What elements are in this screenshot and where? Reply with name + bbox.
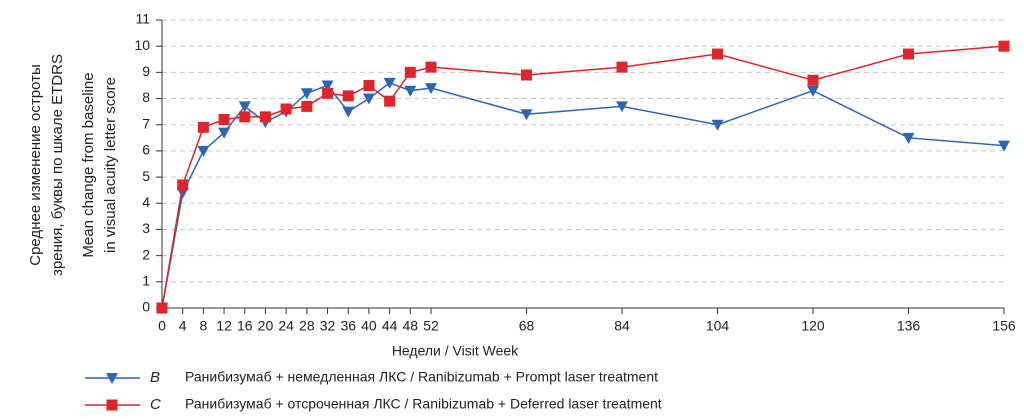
y-tick-label: 11 bbox=[135, 11, 150, 27]
data-point bbox=[616, 101, 628, 113]
x-tick-label: 8 bbox=[199, 318, 207, 334]
data-point bbox=[156, 302, 168, 314]
data-point bbox=[807, 74, 819, 86]
legend-label: Ранибизумаб + отсроченная ЛКС / Ranibizu… bbox=[185, 396, 662, 412]
data-point bbox=[342, 106, 355, 118]
y-tick-label: 3 bbox=[142, 220, 150, 236]
y-tick-label: 9 bbox=[142, 63, 150, 79]
data-point bbox=[711, 119, 724, 131]
x-tick-label: 52 bbox=[423, 318, 439, 334]
data-point bbox=[425, 83, 437, 95]
data-point bbox=[363, 79, 375, 91]
x-tick-label: 48 bbox=[403, 318, 419, 334]
y-tick-label: 7 bbox=[142, 115, 150, 131]
y-axis-label: in visual acuity letter score bbox=[102, 77, 119, 253]
x-tick-label: 104 bbox=[706, 318, 730, 334]
x-tick-label: 16 bbox=[237, 318, 253, 334]
x-tick-label: 36 bbox=[340, 318, 356, 334]
legend-marker bbox=[106, 373, 118, 384]
y-tick-label: 1 bbox=[142, 273, 150, 289]
data-point bbox=[176, 187, 189, 199]
legend-label: Ранибизумаб + немедленная ЛКС / Ranibizu… bbox=[185, 369, 658, 385]
data-point bbox=[218, 127, 231, 139]
data-point bbox=[998, 40, 1010, 52]
y-tick-label: 10 bbox=[134, 37, 150, 53]
data-point bbox=[362, 93, 375, 105]
data-point bbox=[404, 85, 417, 97]
data-point bbox=[197, 121, 209, 133]
legend-name: B bbox=[150, 369, 160, 386]
x-tick-label: 68 bbox=[519, 318, 535, 334]
data-point bbox=[321, 80, 334, 92]
series-line bbox=[161, 81, 1005, 309]
y-tick-label: 6 bbox=[142, 142, 150, 158]
x-tick-label: 44 bbox=[382, 318, 398, 334]
x-tick-label: 28 bbox=[299, 318, 315, 334]
data-point bbox=[425, 61, 437, 73]
data-point bbox=[301, 100, 313, 112]
data-point bbox=[300, 88, 313, 100]
data-point bbox=[383, 77, 396, 89]
x-tick-label: 4 bbox=[179, 318, 187, 334]
x-tick-label: 24 bbox=[278, 318, 294, 334]
data-point bbox=[384, 95, 396, 107]
data-point bbox=[520, 109, 533, 121]
y-tick-label: 2 bbox=[142, 246, 150, 262]
data-point bbox=[218, 113, 230, 125]
data-point bbox=[998, 140, 1010, 152]
data-point bbox=[404, 66, 416, 78]
y-axis-label: Среднее изменение остроты bbox=[27, 64, 44, 266]
y-axis-label: Mean change from baseline bbox=[80, 72, 97, 257]
legend-marker bbox=[106, 399, 118, 411]
y-tick-label: 0 bbox=[142, 299, 150, 315]
x-tick-label: 12 bbox=[216, 318, 232, 334]
x-tick-label: 156 bbox=[992, 318, 1016, 334]
data-point bbox=[322, 87, 334, 99]
data-point bbox=[342, 90, 354, 102]
y-tick-label: 5 bbox=[142, 168, 150, 184]
y-axis-label: зрения, буквы по шкале ETDRS bbox=[49, 54, 66, 276]
data-point bbox=[902, 132, 915, 144]
x-tick-label: 120 bbox=[801, 318, 825, 334]
data-point bbox=[238, 101, 251, 113]
x-tick-label: 0 bbox=[158, 318, 166, 334]
data-point bbox=[280, 103, 292, 115]
x-tick-label: 32 bbox=[320, 318, 336, 334]
data-point bbox=[239, 111, 251, 123]
x-tick-label: 40 bbox=[361, 318, 377, 334]
y-tick-label: 8 bbox=[142, 89, 150, 105]
data-point bbox=[712, 48, 723, 60]
data-point bbox=[177, 179, 189, 191]
data-point bbox=[616, 61, 628, 73]
data-point bbox=[807, 85, 819, 97]
x-tick-label: 20 bbox=[258, 318, 274, 334]
data-point bbox=[259, 111, 271, 123]
legend-name: C bbox=[150, 396, 161, 413]
data-point bbox=[521, 69, 532, 81]
x-tick-label: 136 bbox=[897, 318, 921, 334]
x-tick-label: 84 bbox=[614, 318, 630, 334]
x-axis-label: Недели / Visit Week bbox=[392, 343, 519, 359]
data-point bbox=[903, 48, 914, 60]
y-tick-label: 4 bbox=[142, 194, 150, 210]
data-point bbox=[197, 145, 210, 157]
